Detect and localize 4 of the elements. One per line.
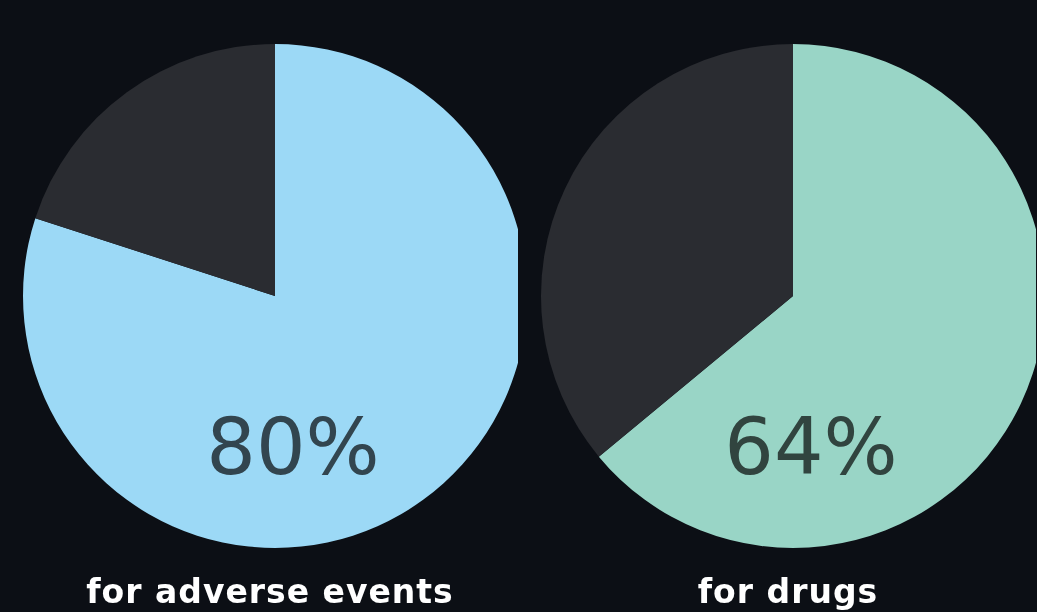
data-label: 80% (206, 401, 380, 492)
text: for adverse events (85, 572, 455, 611)
data-label: 64% (724, 401, 898, 492)
text: for drugs (696, 572, 880, 611)
